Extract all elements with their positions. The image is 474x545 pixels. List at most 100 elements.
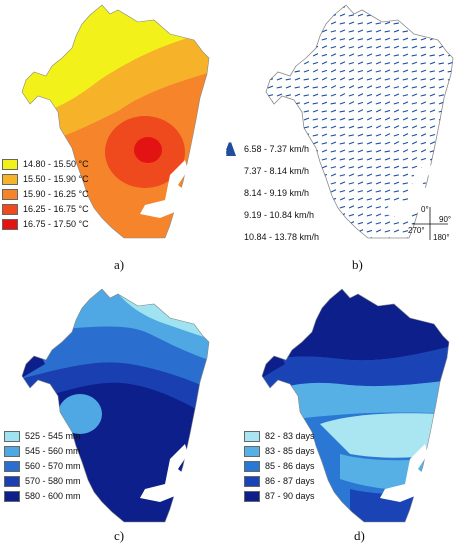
wind-arrow bbox=[312, 134, 319, 137]
wind-arrow bbox=[402, 53, 409, 57]
wind-arrow bbox=[447, 165, 453, 169]
wind-arrow bbox=[303, 94, 310, 97]
panel-a-label: a) bbox=[114, 257, 125, 272]
wind-arrow bbox=[303, 21, 310, 25]
wind-arrow bbox=[375, 45, 382, 49]
wind-arrow bbox=[457, 62, 462, 64]
wind-arrow bbox=[339, 53, 346, 57]
wind-arrow bbox=[331, 238, 336, 241]
wind-arrow bbox=[438, 53, 445, 57]
legend-item: 16.25 - 16.75 °C bbox=[2, 203, 89, 215]
compass-north: 0° bbox=[421, 205, 429, 214]
wind-arrow bbox=[294, 37, 301, 41]
wind-arrow bbox=[348, 61, 355, 65]
wind-arrow bbox=[457, 94, 462, 97]
wind-arrow bbox=[438, 149, 445, 153]
wind-arrow bbox=[357, 126, 364, 129]
wind-arrow bbox=[366, 37, 373, 41]
wind-arrow bbox=[411, 61, 418, 65]
compass-south: 180° bbox=[433, 233, 450, 242]
wind-arrow bbox=[348, 77, 355, 81]
wind-arrow bbox=[402, 166, 409, 169]
wind-arrow bbox=[321, 213, 328, 217]
wind-arrow bbox=[321, 158, 328, 161]
wind-arrow bbox=[330, 166, 337, 169]
wind-arrow bbox=[285, 45, 292, 49]
wind-arrow bbox=[375, 101, 382, 105]
wind-arrow bbox=[411, 125, 418, 129]
wind-arrow bbox=[393, 70, 400, 73]
wind-arrow bbox=[375, 13, 382, 17]
wind-arrow bbox=[384, 173, 391, 177]
wind-arrow bbox=[429, 125, 436, 129]
wind-arrow bbox=[447, 118, 453, 121]
wind-arrow bbox=[348, 37, 355, 41]
wind-arrow bbox=[438, 37, 445, 41]
compass-west: 270° bbox=[408, 226, 425, 235]
wind-arrow bbox=[429, 29, 436, 33]
wind-arrow bbox=[357, 93, 364, 97]
wind-arrow bbox=[267, 29, 274, 33]
wind-arrow bbox=[285, 85, 292, 89]
wind-arrow bbox=[339, 229, 346, 233]
wind-arrow bbox=[366, 134, 373, 137]
wind-arrow bbox=[366, 69, 373, 73]
wind-arrow bbox=[393, 197, 400, 201]
wind-arrow bbox=[321, 181, 328, 185]
wind-arrow bbox=[411, 157, 418, 161]
wind-arrow bbox=[366, 5, 373, 9]
wind-arrow bbox=[402, 221, 409, 225]
legend-item: 7.37 - 8.14 km/h bbox=[226, 142, 319, 178]
wind-arrow bbox=[393, 117, 400, 121]
wind-arrow bbox=[429, 45, 436, 49]
wind-arrow bbox=[285, 37, 292, 41]
wind-arrow bbox=[429, 213, 436, 217]
wind-arrow bbox=[321, 53, 328, 57]
wind-arrow bbox=[375, 142, 382, 145]
wind-arrow bbox=[312, 125, 319, 129]
wind-arrow bbox=[420, 117, 427, 121]
wind-arrow bbox=[429, 70, 436, 73]
wind-arrow bbox=[312, 61, 319, 65]
legend-item: 9.19 - 10.84 km/h bbox=[226, 142, 319, 222]
wind-arrow bbox=[366, 221, 373, 225]
wind-arrow bbox=[339, 158, 346, 161]
wind-arrow bbox=[457, 38, 462, 40]
wind-arrow bbox=[420, 141, 427, 145]
days-map bbox=[261, 288, 450, 523]
wind-arrow bbox=[366, 46, 373, 49]
wind-arrow bbox=[393, 45, 400, 49]
legend-item: 560 - 570 mm bbox=[4, 460, 81, 472]
wind-arrow bbox=[438, 62, 445, 65]
wind-arrow bbox=[267, 5, 274, 9]
wind-arrow bbox=[348, 118, 355, 121]
wind-arrow bbox=[366, 30, 373, 33]
wind-arrow bbox=[348, 53, 355, 57]
wind-arrow bbox=[321, 165, 328, 169]
wind-arrow bbox=[393, 141, 400, 145]
wind-arrow bbox=[393, 165, 400, 169]
wind-arrow bbox=[457, 206, 462, 208]
wind-arrow bbox=[285, 78, 292, 81]
wind-arrow bbox=[402, 94, 409, 97]
legend-item: 525 - 545 mm bbox=[4, 430, 81, 442]
wind-arrow bbox=[339, 29, 346, 33]
panel-b-label: b) bbox=[352, 257, 363, 272]
wind-arrow bbox=[330, 45, 337, 49]
wind-arrow bbox=[267, 117, 274, 121]
wind-arrow bbox=[420, 78, 427, 81]
wind-arrow bbox=[457, 78, 462, 81]
wind-arrow bbox=[276, 118, 283, 121]
wind-arrow bbox=[303, 101, 310, 105]
wind-arrow bbox=[339, 165, 346, 169]
legend-item: 580 - 600 mm bbox=[4, 490, 81, 502]
wind-arrow bbox=[402, 149, 409, 153]
wind-arrow bbox=[384, 198, 391, 201]
wind-arrow bbox=[438, 198, 445, 201]
wind-arrow bbox=[348, 229, 355, 233]
wind-arrow bbox=[384, 109, 391, 113]
wind-arrow bbox=[339, 77, 346, 81]
wind-arrow bbox=[339, 221, 346, 225]
wind-arrow bbox=[420, 214, 427, 217]
wind-arrow bbox=[366, 173, 373, 177]
